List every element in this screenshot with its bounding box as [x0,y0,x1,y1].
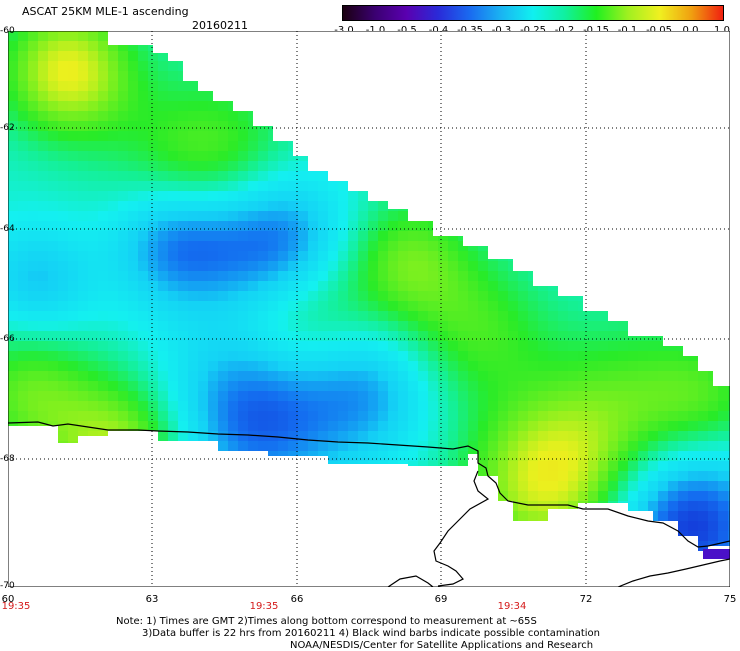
pass-time-label: 19:34 [497,601,527,612]
footer-note-line1: Note: 1) Times are GMT 2)Times along bot… [116,616,537,627]
wind-field-map [8,31,730,587]
footer-note-line2: 3)Data buffer is 22 hrs from 20160211 4)… [142,628,600,639]
lat-label: -62 [0,123,15,133]
map-date: 20160211 [192,19,248,32]
lat-label: -60 [0,26,15,36]
lon-label: 72 [579,594,593,605]
lat-label: -64 [0,224,15,234]
lon-label: 66 [290,594,304,605]
antarctic-coastline [8,421,730,548]
lat-label: -68 [0,454,15,464]
lon-label: 75 [723,594,737,605]
antarctic-land [8,426,730,587]
color-scale-gradient [343,6,723,20]
lon-label: 69 [434,594,448,605]
lon-label: 63 [145,594,159,605]
lat-label: -66 [0,334,15,344]
lat-label: -70 [0,581,15,591]
inland-coastline [387,470,730,587]
low-value-patch [703,549,730,559]
footer-credit: NOAA/NESDIS/Center for Satellite Applica… [290,640,594,651]
pass-time-label: 19:35 [1,601,31,612]
pass-time-label: 19:35 [249,601,279,612]
map-title: ASCAT 25KM MLE-1 ascending [22,5,189,18]
no-data-region [38,31,730,386]
color-scale-bar [342,5,724,21]
lon-label: 60 [1,594,15,605]
